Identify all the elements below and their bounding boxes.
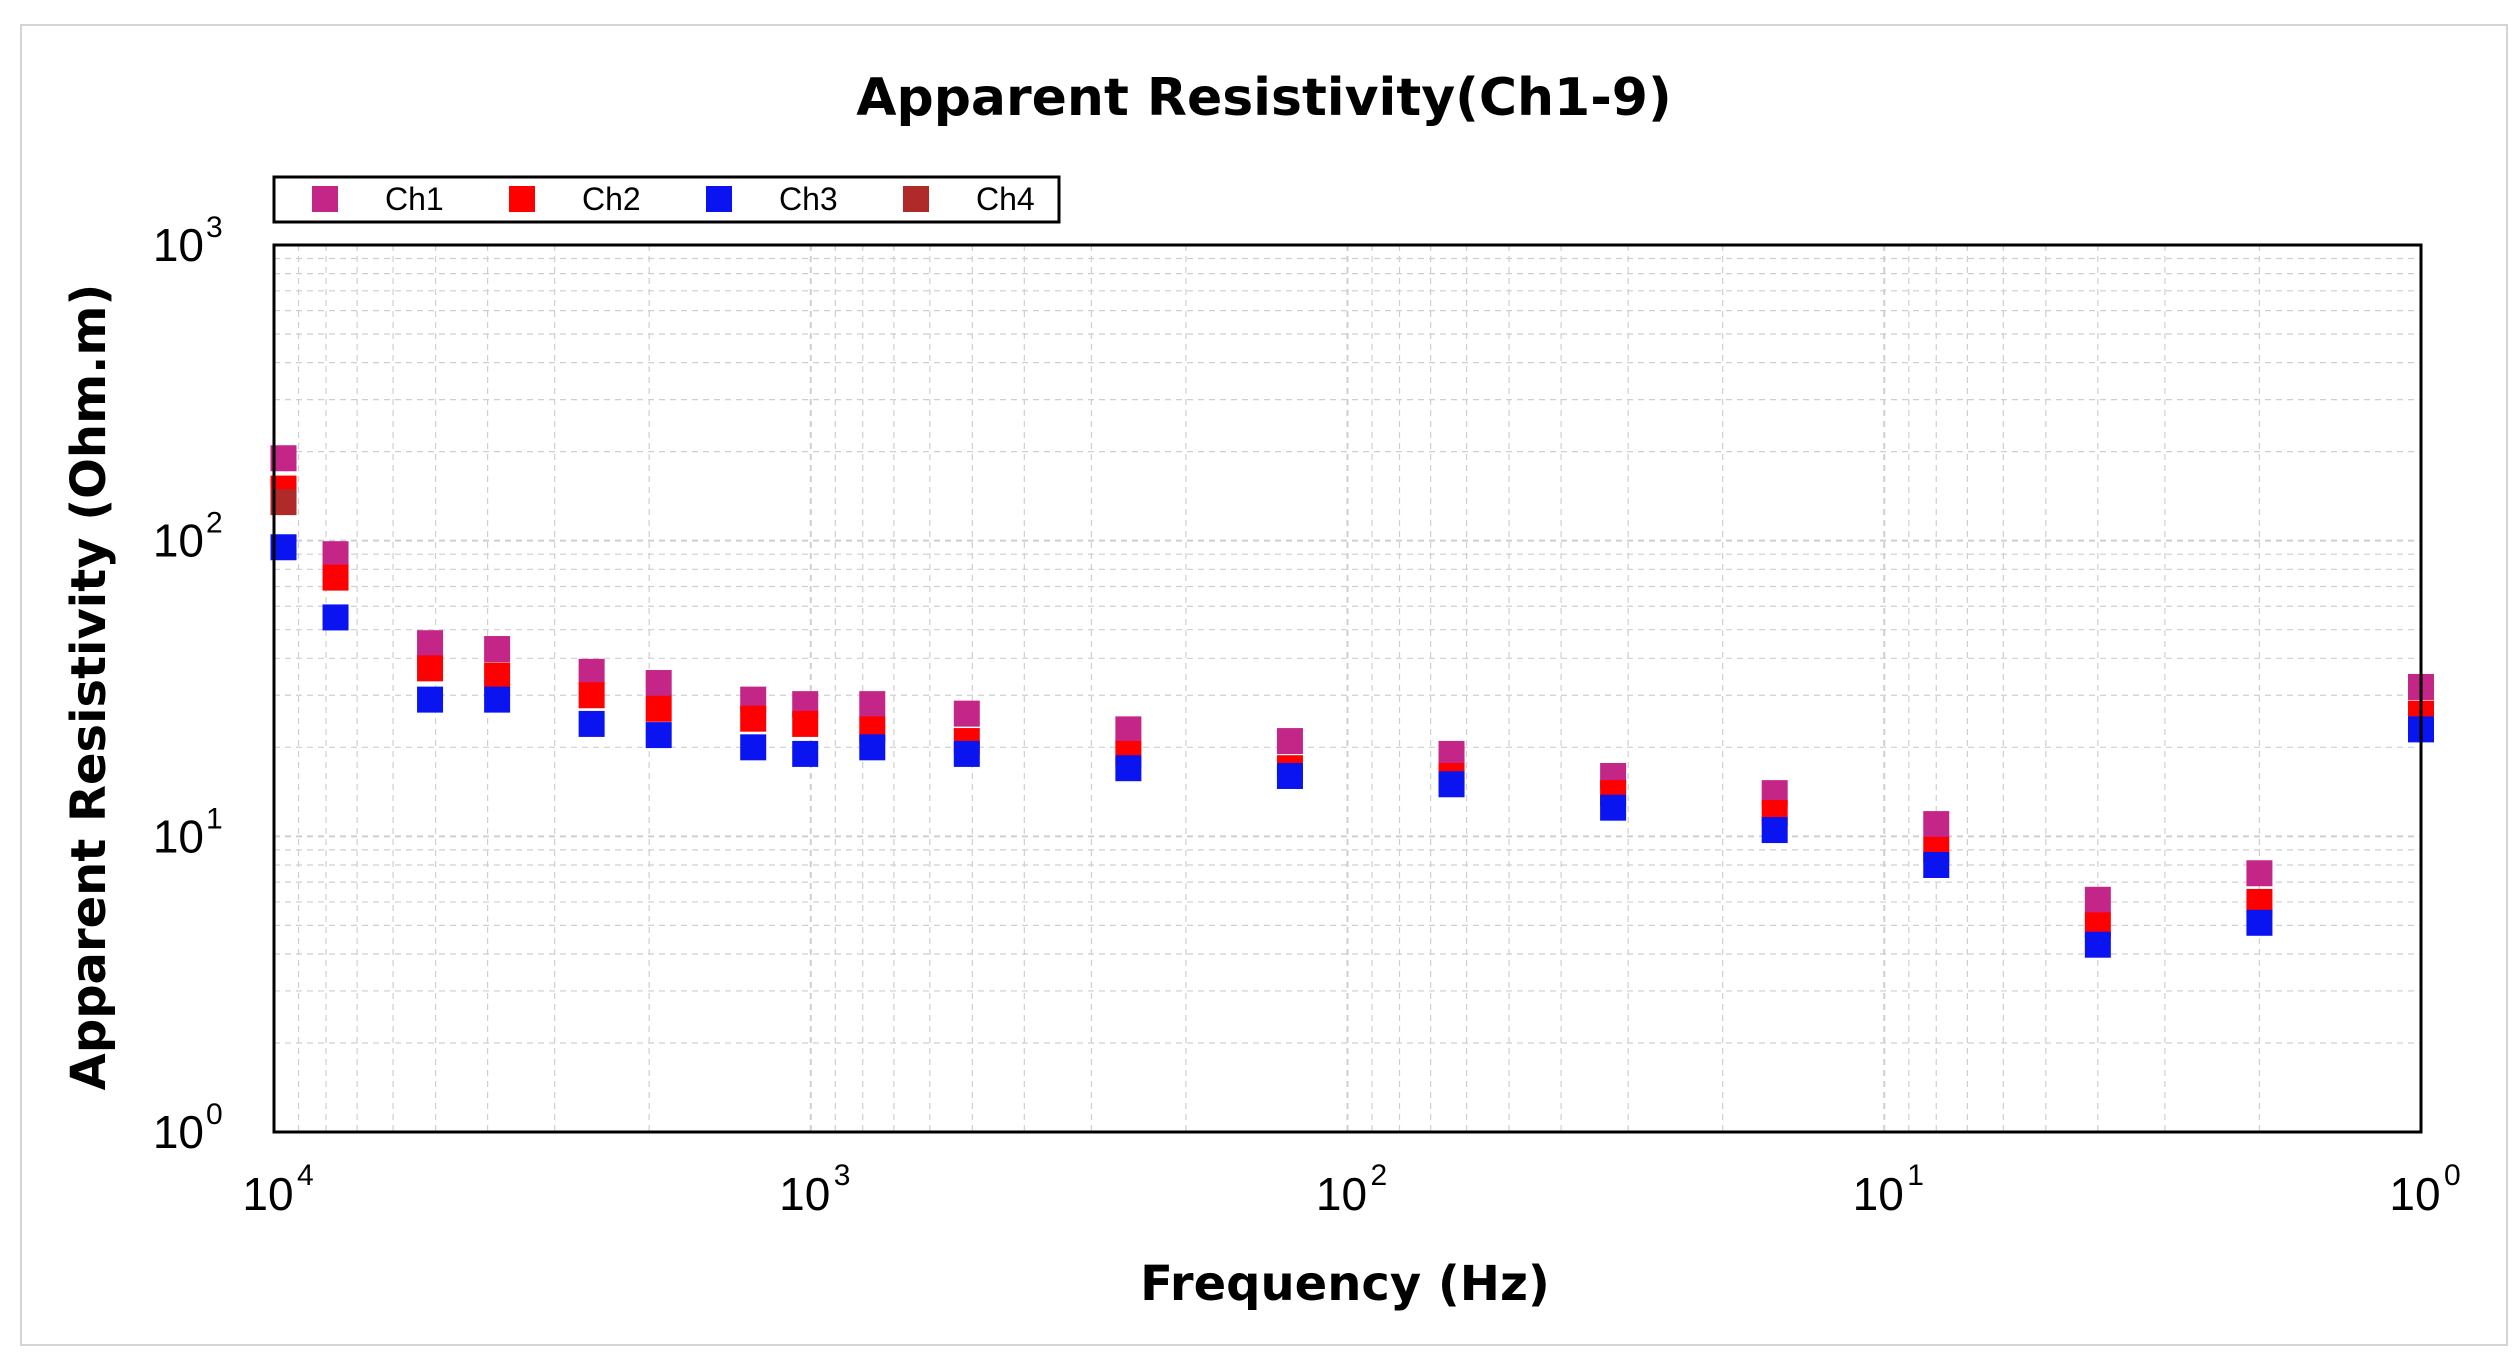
y-tick-base: 10 [153,810,204,862]
data-point [1600,794,1627,821]
x-tick-label: 10 0 [2389,1159,2460,1220]
legend-item-ch3: Ch3 [706,181,838,217]
data-point [792,710,819,737]
y-tick-exponent: 1 [206,802,223,835]
data-point [2084,886,2111,913]
data-point [1115,755,1142,782]
data-point [417,686,444,713]
legend-label: Ch2 [582,181,641,217]
legend-item-ch4: Ch4 [903,181,1035,217]
y-tick-base: 10 [153,1106,204,1158]
marker-layer [270,445,2434,958]
data-point [1276,728,1303,755]
legend-items: Ch1 Ch2 Ch3 Ch4 [312,181,1035,217]
data-point [953,700,980,727]
x-tick-exponent: 0 [2444,1159,2461,1192]
y-tick-exponent: 3 [206,211,223,244]
data-point [417,630,444,657]
x-tick-base: 10 [1316,1168,1367,1220]
x-tick-label: 10 4 [242,1159,313,1220]
data-point [859,691,886,718]
chart-frame: Apparent Resistivity(Ch1-9) Apparent Res… [20,24,2508,1346]
legend-swatch [706,186,732,212]
data-point [484,636,511,663]
legend-item-ch1: Ch1 [312,181,444,217]
grid-layer [274,245,2421,1132]
legend-swatch [903,186,929,212]
data-point [2246,860,2273,887]
series-Ch3 [270,534,2434,958]
x-tick-exponent: 3 [834,1159,851,1192]
y-tick-label: 10 3 [153,211,223,271]
data-point [578,682,605,709]
data-point [645,670,672,697]
data-point [484,662,511,689]
x-tick-label: 10 3 [779,1159,850,1220]
data-point [322,541,349,568]
data-point [1923,851,1950,878]
x-tick-exponent: 2 [1371,1159,1388,1192]
y-axis-label: Apparent Resistivity (Ohm.m) [61,284,117,1091]
y-tick-exponent: 0 [206,1098,223,1131]
x-tick-label: 10 2 [1316,1159,1387,1220]
legend-swatch [312,186,338,212]
data-point [322,604,349,631]
data-point [484,686,511,713]
x-tick-base: 10 [2389,1168,2440,1220]
chart-svg: Apparent Resistivity(Ch1-9) Apparent Res… [61,68,2461,1312]
y-tick-exponent: 2 [206,507,223,540]
data-point [578,658,605,685]
x-tick-base: 10 [779,1168,830,1220]
data-point [417,655,444,682]
data-point [645,695,672,722]
data-point [645,722,672,749]
data-point [859,734,886,761]
data-point [792,740,819,767]
data-point [1923,811,1950,838]
x-tick-exponent: 1 [1907,1159,1924,1192]
x-tick-label: 10 1 [1853,1159,1924,1220]
data-point [740,734,767,761]
legend-label: Ch1 [385,181,444,217]
legend-swatch [509,186,535,212]
data-point [1276,762,1303,789]
chart-title: Apparent Resistivity(Ch1-9) [856,68,1672,128]
series-Ch1 [270,445,2434,913]
y-tick-base: 10 [153,219,204,271]
data-point [1438,740,1465,767]
legend-label: Ch4 [976,181,1035,217]
data-point [2084,931,2111,958]
x-axis-label: Frequency (Hz) [1140,1256,1550,1312]
data-point [1438,771,1465,798]
data-point [578,710,605,737]
data-point [740,705,767,732]
plot-frame [272,243,2423,1134]
y-tick-label: 10 1 [153,802,223,862]
data-point [1761,817,1788,844]
data-point [322,564,349,591]
tick-layer: 10 4 10 3 10 2 10 1 10 010 010 110 210 3 [153,211,2461,1220]
series-Ch2 [270,475,2434,939]
legend: Ch1 Ch2 Ch3 Ch4 [272,175,1061,224]
data-point [953,740,980,767]
x-tick-exponent: 4 [297,1159,314,1192]
legend-label: Ch3 [779,181,838,217]
y-tick-base: 10 [153,515,204,567]
data-point [1115,716,1142,743]
y-tick-label: 10 0 [153,1098,223,1158]
x-tick-base: 10 [1853,1168,1904,1220]
x-tick-base: 10 [242,1168,293,1220]
legend-item-ch2: Ch2 [509,181,641,217]
data-point [2246,909,2273,936]
y-tick-label: 10 2 [153,507,223,567]
